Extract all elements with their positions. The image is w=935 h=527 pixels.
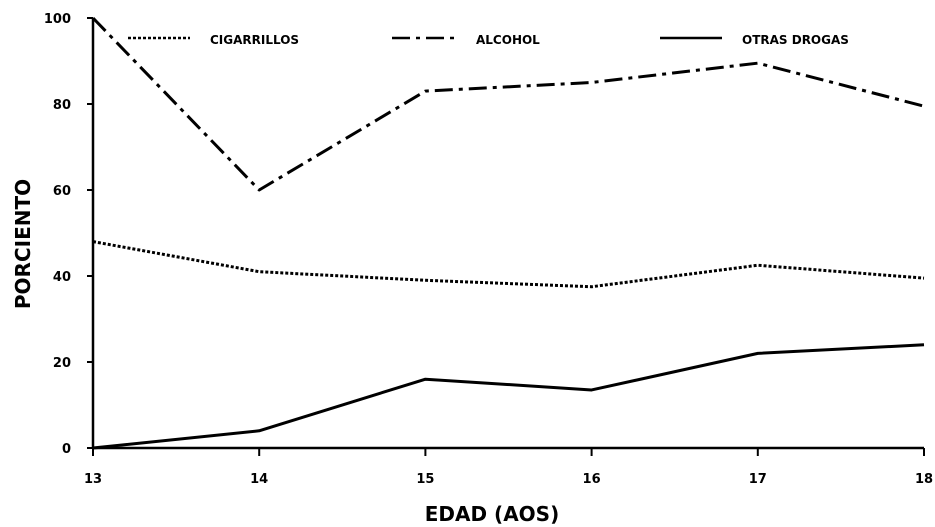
x-tick-label: 15	[416, 472, 434, 487]
y-tick-label: 60	[53, 184, 71, 199]
x-ticks: 13 14 15 16 17 18	[84, 448, 933, 487]
legend-label-cigarrillos: CIGARRILLOS	[210, 33, 299, 47]
x-tick-label: 17	[749, 472, 767, 487]
y-tick-label: 40	[53, 270, 71, 285]
y-axis-title: PORCIENTO	[11, 179, 35, 309]
x-axis-title: EDAD (AOS)	[425, 502, 559, 526]
series-lines	[91, 16, 925, 450]
series-line-alcohol	[91, 16, 925, 192]
axes	[91, 18, 924, 450]
legend-label-otras-drogas: OTRAS DROGAS	[742, 33, 849, 47]
legend: CIGARRILLOS ALCOHOL OTRAS DROGAS	[128, 33, 849, 47]
y-tick-label: 20	[53, 356, 71, 371]
x-tick-label: 16	[583, 472, 601, 487]
series-line-otras-drogas	[92, 343, 925, 450]
y-tick-label: 0	[62, 442, 71, 457]
y-ticks: 0 20 40 60 80 100	[44, 12, 93, 457]
x-tick-label: 14	[250, 472, 268, 487]
legend-label-alcohol: ALCOHOL	[476, 33, 540, 47]
series-line-cigarrillos	[92, 240, 925, 289]
y-tick-label: 100	[44, 12, 71, 27]
y-tick-label: 80	[53, 98, 71, 113]
x-tick-label: 18	[915, 472, 933, 487]
x-tick-label: 13	[84, 472, 102, 487]
